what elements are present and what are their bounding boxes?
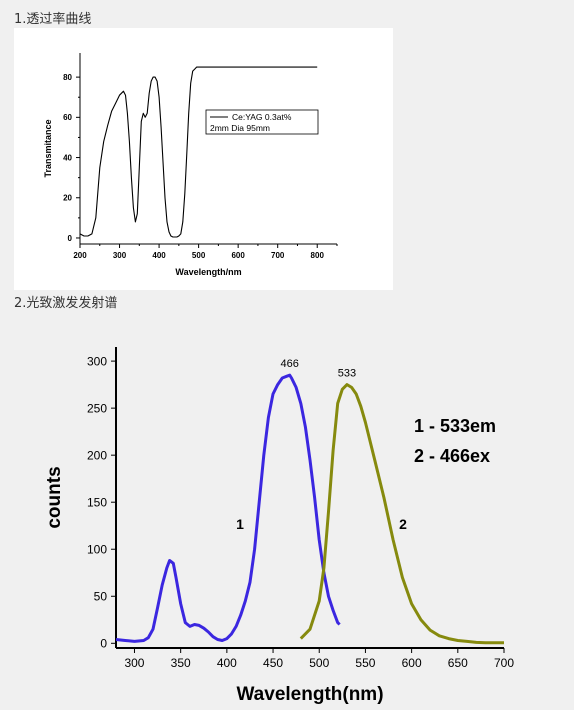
x-tick-label: 550 <box>355 656 375 670</box>
legend-entry: Ce:YAG 0.3at% <box>232 112 292 122</box>
y-tick-label: 150 <box>87 495 107 509</box>
y-tick-label: 300 <box>87 354 107 368</box>
section-heading-photoluminescence: 2.光致激发发射谱 <box>14 296 118 311</box>
x-tick-label: 350 <box>171 656 191 670</box>
x-tick-label: 600 <box>231 251 245 260</box>
x-tick-label: 500 <box>192 251 206 260</box>
transmittance-chart: 200 300 400 500 600 700 800 0 20 40 60 80 Wavelength… <box>14 28 393 290</box>
y-tick-label: 250 <box>87 401 107 415</box>
x-tick-label: 400 <box>152 251 166 260</box>
y-tick-label: 0 <box>68 234 73 243</box>
x-tick-label: 500 <box>309 656 329 670</box>
legend-text-1: 1 - 533em <box>414 416 496 436</box>
y-tick-label: 50 <box>94 589 108 603</box>
legend-text-2: 2 - 466ex <box>414 446 490 466</box>
x-axis-label: Wavelength/nm <box>175 267 241 277</box>
series-line-1 <box>115 373 341 643</box>
legend-box <box>205 109 319 135</box>
legend-note: 2mm Dia 95mm <box>210 123 270 133</box>
x-axis-label: Wavelength(nm) <box>236 684 383 705</box>
x-tick-label: 400 <box>217 656 237 670</box>
y-axis-label: Transmitance <box>43 119 53 177</box>
curve-label-2: 2 <box>399 516 407 532</box>
x-tick-label: 700 <box>271 251 285 260</box>
x-tick-label: 800 <box>311 251 325 260</box>
section-heading-transmittance: 1.透过率曲线 <box>14 12 92 27</box>
y-tick-label: 200 <box>87 448 107 462</box>
y-tick-label: 80 <box>63 73 72 82</box>
x-tick-label: 700 <box>494 656 514 670</box>
x-tick-label: 600 <box>402 656 422 670</box>
legend: Ce:YAG 0.3at%2mm Dia 95mm <box>205 109 319 135</box>
peak-label-2: 533 <box>338 368 356 380</box>
x-tick-label: 300 <box>124 656 144 670</box>
x-tick-label: 650 <box>448 656 468 670</box>
peak-label-1: 466 <box>280 358 298 370</box>
y-tick-label: 40 <box>63 153 72 162</box>
x-tick-label: 300 <box>113 251 127 260</box>
y-tick-label: 0 <box>100 636 107 650</box>
x-tick-label: 200 <box>73 251 87 260</box>
y-tick-label: 20 <box>63 194 72 203</box>
y-axis-label: counts <box>44 466 65 528</box>
curve-label-1: 1 <box>236 516 244 532</box>
y-tick-label: 100 <box>87 542 107 556</box>
series-line-2 <box>299 383 504 645</box>
x-tick-label: 450 <box>263 656 283 670</box>
photoluminescence-chart: 300 350 400 450 500 550 600 650 700 0 50 100 150 200 2… <box>44 347 514 705</box>
y-tick-label: 60 <box>63 113 72 122</box>
series-line-1 <box>79 66 318 238</box>
